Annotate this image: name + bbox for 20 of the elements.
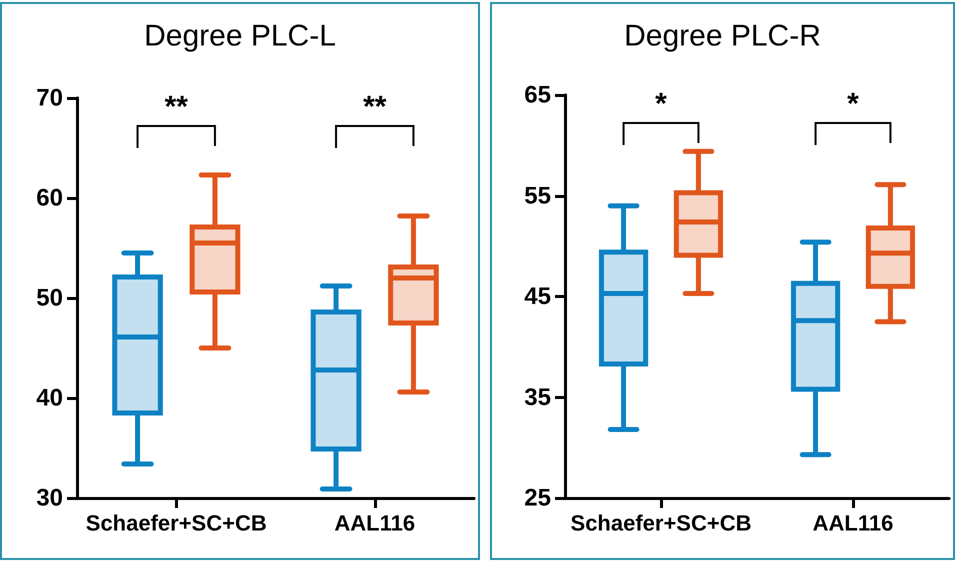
annotation: **	[164, 90, 188, 124]
y-tick-label: 25	[524, 484, 551, 512]
y-tick-label: 50	[36, 284, 63, 312]
x-tick-label: AAL116	[334, 510, 416, 536]
y-tick-label: 40	[36, 384, 63, 412]
y-tick-label: 60	[36, 184, 63, 212]
x-tick-label: Schaefer+SC+CB	[86, 510, 267, 536]
y-tick-label: 35	[524, 384, 551, 411]
y-tick-label: 45	[524, 283, 551, 310]
x-tick-label: Schaefer+SC+CB	[570, 510, 752, 536]
chart-title: Degree PLC-R	[624, 20, 821, 52]
x-tick-label: AAL116	[812, 510, 894, 536]
annotation: *	[847, 88, 860, 120]
annotation: *	[655, 88, 668, 120]
annotation: **	[363, 90, 387, 124]
y-tick-label: 65	[524, 82, 551, 108]
y-tick-label: 70	[36, 84, 63, 112]
chart-title: Degree PLC-L	[144, 20, 336, 52]
y-tick-label: 55	[524, 182, 551, 210]
y-tick-label: 30	[36, 484, 63, 512]
